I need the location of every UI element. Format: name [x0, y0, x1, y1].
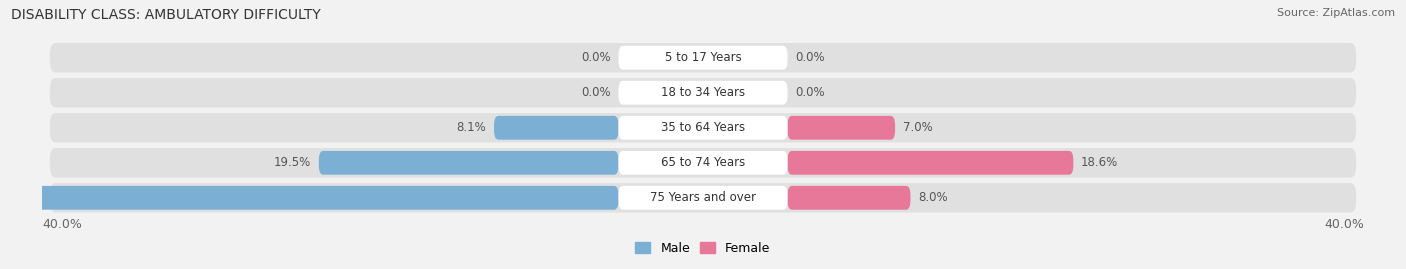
Text: 0.0%: 0.0% [796, 51, 825, 64]
FancyBboxPatch shape [619, 81, 787, 105]
Text: 0.0%: 0.0% [796, 86, 825, 99]
Text: 65 to 74 Years: 65 to 74 Years [661, 156, 745, 169]
Text: 35 to 64 Years: 35 to 64 Years [661, 121, 745, 134]
FancyBboxPatch shape [49, 113, 1357, 143]
FancyBboxPatch shape [49, 183, 1357, 213]
Text: 8.0%: 8.0% [918, 191, 948, 204]
FancyBboxPatch shape [49, 78, 1357, 107]
FancyBboxPatch shape [4, 186, 619, 210]
FancyBboxPatch shape [49, 148, 1357, 178]
FancyBboxPatch shape [787, 186, 911, 210]
Text: 40.0%: 40.0% [1324, 218, 1364, 231]
Legend: Male, Female: Male, Female [636, 242, 770, 255]
FancyBboxPatch shape [494, 116, 619, 140]
Text: DISABILITY CLASS: AMBULATORY DIFFICULTY: DISABILITY CLASS: AMBULATORY DIFFICULTY [11, 8, 321, 22]
FancyBboxPatch shape [619, 46, 787, 70]
Text: 8.1%: 8.1% [457, 121, 486, 134]
FancyBboxPatch shape [619, 186, 787, 210]
Text: 18.6%: 18.6% [1081, 156, 1118, 169]
Text: 75 Years and over: 75 Years and over [650, 191, 756, 204]
FancyBboxPatch shape [787, 116, 896, 140]
FancyBboxPatch shape [619, 151, 787, 175]
Text: Source: ZipAtlas.com: Source: ZipAtlas.com [1277, 8, 1395, 18]
Text: 5 to 17 Years: 5 to 17 Years [665, 51, 741, 64]
FancyBboxPatch shape [619, 116, 787, 140]
Text: 0.0%: 0.0% [581, 51, 610, 64]
FancyBboxPatch shape [49, 43, 1357, 72]
Text: 7.0%: 7.0% [903, 121, 932, 134]
Text: 18 to 34 Years: 18 to 34 Years [661, 86, 745, 99]
FancyBboxPatch shape [787, 151, 1073, 175]
Text: 40.0%: 40.0% [42, 218, 82, 231]
FancyBboxPatch shape [319, 151, 619, 175]
Text: 19.5%: 19.5% [274, 156, 311, 169]
Text: 0.0%: 0.0% [581, 86, 610, 99]
